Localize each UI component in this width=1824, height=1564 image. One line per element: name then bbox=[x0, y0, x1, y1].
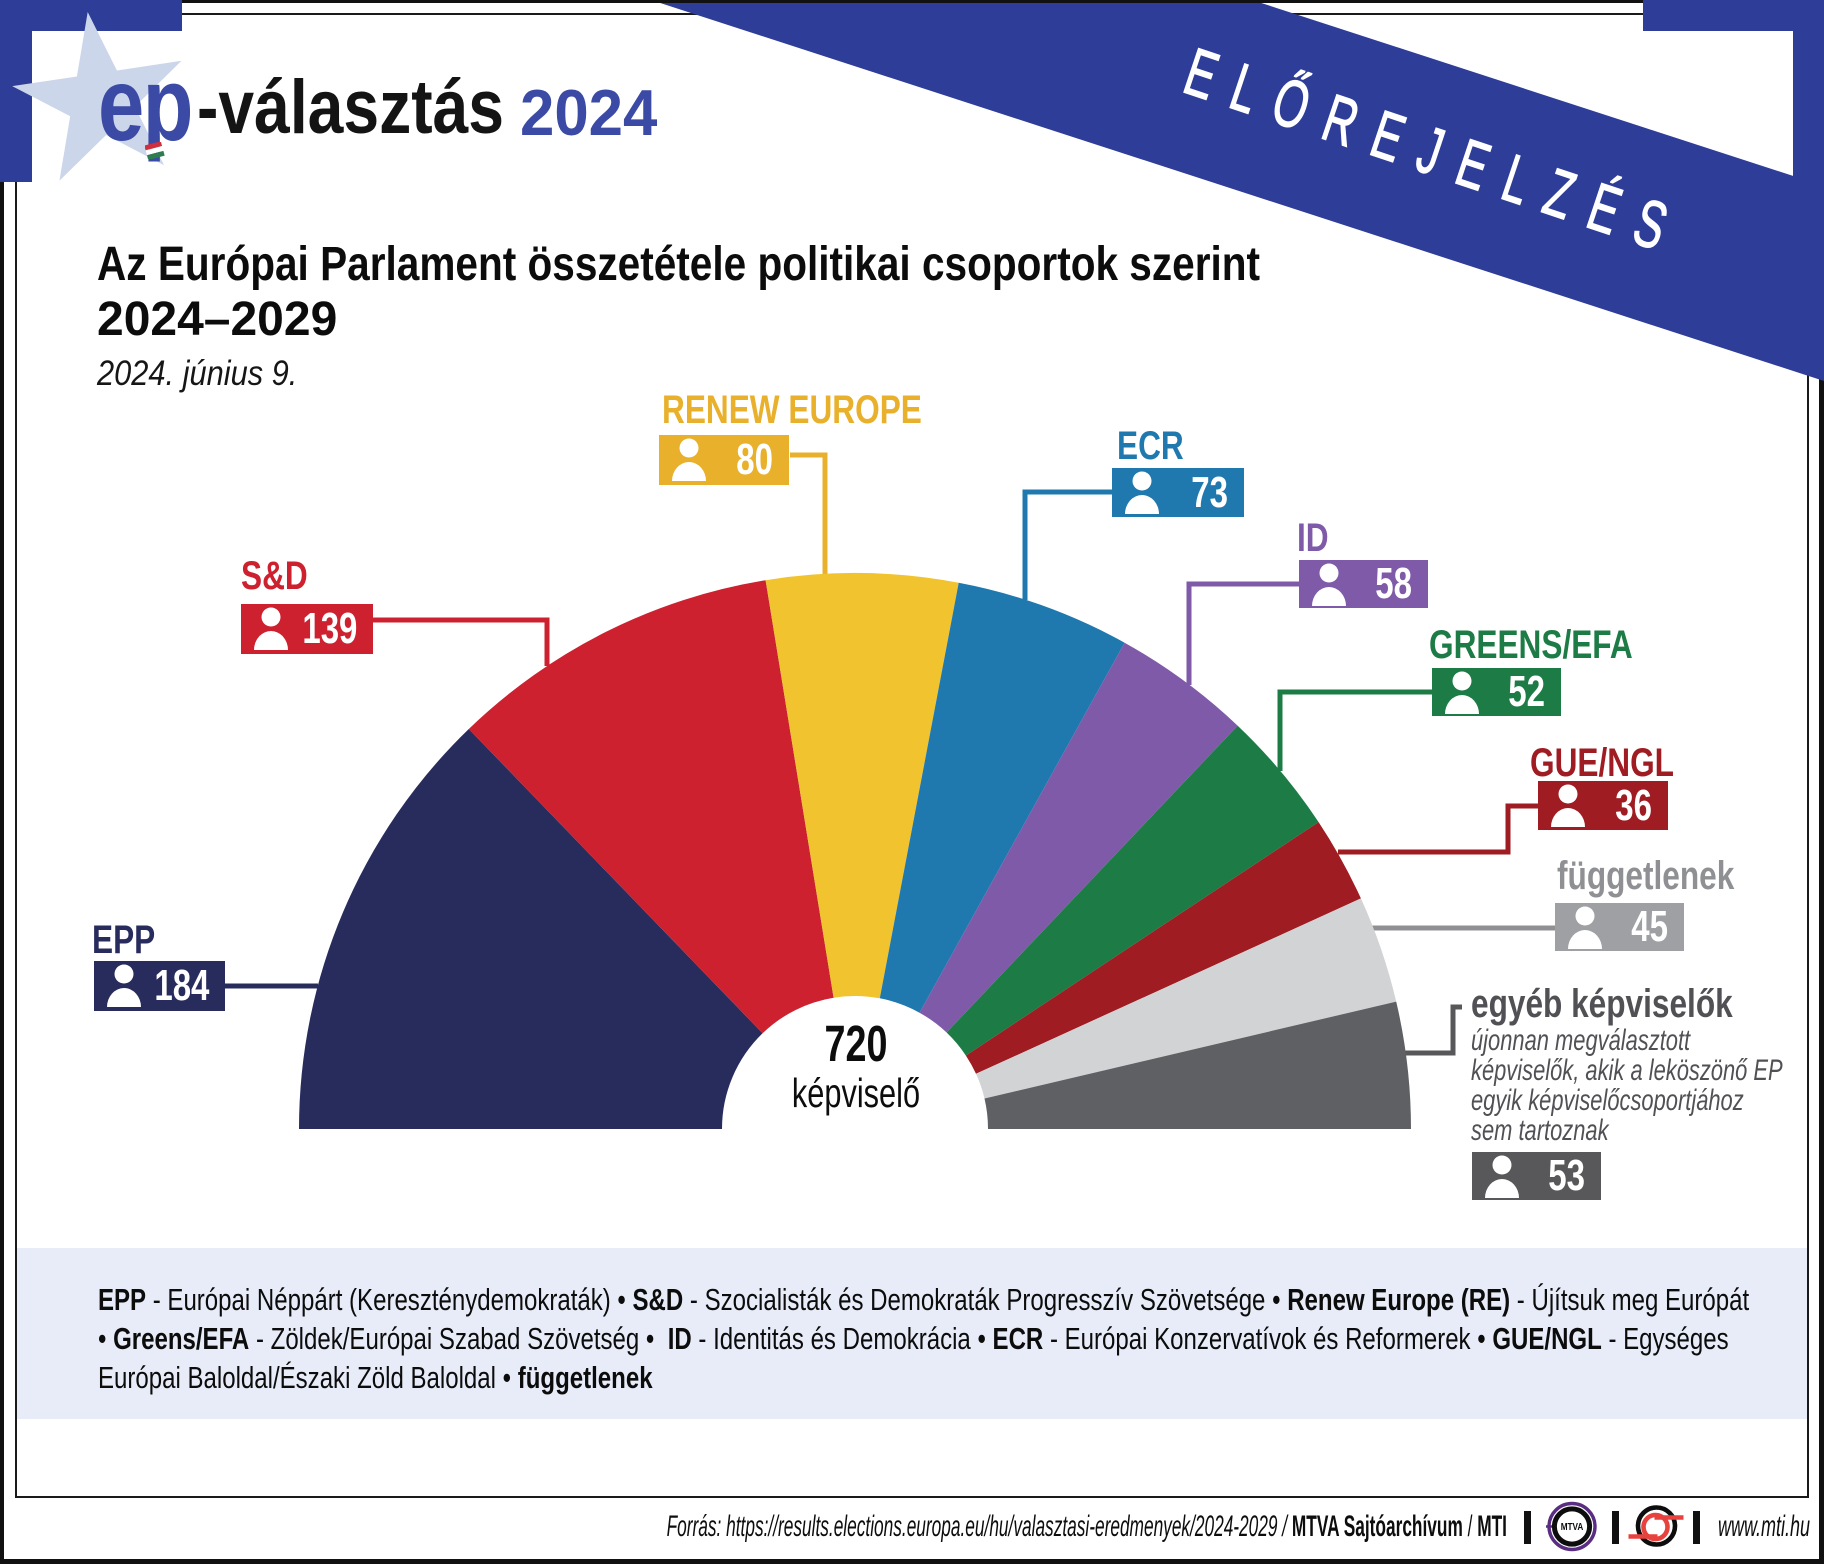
svg-text:720: 720 bbox=[825, 1014, 888, 1072]
svg-text:képviselő: képviselő bbox=[792, 1070, 920, 1116]
svg-text:MTVA: MTVA bbox=[1561, 1521, 1584, 1532]
